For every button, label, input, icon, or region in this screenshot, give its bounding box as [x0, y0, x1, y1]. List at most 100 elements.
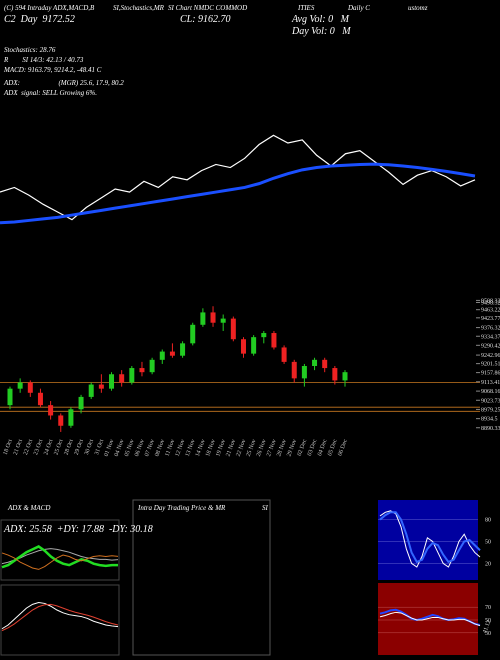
date-label: 04 Dec: [317, 438, 329, 456]
candle-body: [291, 361, 297, 379]
date-label: 04 Nov: [114, 439, 126, 458]
date-label: 14 Nov: [195, 439, 207, 458]
stat-text: ADX signal: SELL Growing 6%.: [3, 89, 97, 97]
candle-body: [220, 318, 226, 323]
date-label: 25 Nov: [246, 439, 258, 458]
stoch-tick: 50: [485, 540, 491, 546]
candle-body: [119, 374, 125, 383]
candle-body: [98, 384, 104, 389]
price-label: 9242.96: [481, 353, 500, 359]
date-label: 05 Dec: [327, 438, 339, 456]
date-label: 23 Oct: [33, 438, 44, 456]
rsi-tick: 30: [485, 631, 491, 637]
candle-body: [27, 382, 33, 393]
candle-body: [37, 392, 43, 406]
price-label: 9068.16: [481, 389, 500, 395]
price-label: 8979.25: [481, 407, 500, 413]
adx-text: ADX: 25.58 +DY: 17.88 -DY: 30.18: [3, 524, 153, 535]
header-text: (C) 594 Intraday ADX,MACD,B: [4, 4, 95, 12]
price-label: 9423.77: [481, 316, 500, 322]
date-label: 06 Nov: [134, 439, 146, 458]
stoch-tick: 80: [485, 518, 491, 524]
candle-body: [17, 382, 23, 389]
header-text: SI Chart NMDC COMMOD: [168, 4, 247, 12]
date-label: 01 Nov: [104, 439, 116, 458]
macd-line: [1, 601, 119, 630]
intra-panel: [132, 499, 271, 656]
date-label: 11 Nov: [165, 439, 177, 458]
volume-text: Day Vol: 0 M: [291, 26, 351, 37]
candle-body: [190, 324, 196, 344]
candle-body: [169, 351, 175, 356]
candle-body: [342, 372, 348, 381]
candle-body: [251, 337, 257, 354]
stoch-k-line: [379, 510, 481, 568]
candle-body: [68, 409, 74, 426]
stat-text: ADX: (MGR) 25.6, 17.9, 80.2: [3, 79, 124, 87]
date-label: 13 Nov: [185, 439, 197, 458]
date-label: 26 Nov: [256, 439, 268, 458]
price-label: 9113.41: [481, 380, 500, 386]
header-text: SI,Stochastics,MR: [113, 4, 165, 12]
date-label: 30 Oct: [84, 438, 95, 456]
adx-panel: [0, 519, 120, 581]
date-label: 19 Nov: [215, 439, 227, 458]
minus-di-line: [1, 552, 119, 570]
rsi-tick: 70: [485, 605, 491, 611]
stoch-d-line: [379, 511, 481, 564]
macd-panel: [0, 584, 120, 656]
quote-text: CL: 9162.70: [180, 14, 231, 25]
price-label: 9157.86: [481, 371, 500, 377]
price-label: 9290.42: [481, 343, 500, 349]
date-label: 07 Nov: [144, 439, 156, 458]
date-label: 06 Dec: [337, 438, 349, 456]
date-label: 18 Nov: [205, 439, 217, 458]
panel-title: Intra Day Trading Price & MR: [137, 504, 226, 512]
date-label: 25 Oct: [53, 438, 64, 456]
date-label: 21 Nov: [225, 439, 237, 458]
rsi-blue-line: [379, 608, 481, 627]
candle-body: [312, 359, 318, 366]
price-label: 9463.22: [481, 308, 500, 314]
candle-body: [180, 343, 186, 356]
candle-body: [261, 333, 267, 338]
candle-body: [210, 312, 216, 323]
price-label: 9498.32: [481, 300, 500, 306]
date-label: 03 Dec: [307, 438, 319, 456]
candle-body: [129, 368, 135, 383]
candle-body: [332, 368, 338, 381]
stat-text: MACD: 9163.79, 9214.2, -48.41 C: [3, 66, 102, 74]
signal-line: [1, 603, 119, 632]
header-text: ustomz: [408, 4, 428, 12]
candle-body: [78, 396, 84, 410]
candle-body: [149, 359, 155, 373]
price-label: 9376.32: [481, 326, 500, 332]
stoch-tick: 20: [485, 561, 491, 567]
candle-body: [7, 388, 13, 406]
adx-line: [1, 548, 119, 565]
price-label: 9201.51: [481, 362, 500, 368]
date-label: 02 Dec: [297, 438, 309, 456]
date-label: 08 Nov: [154, 439, 166, 458]
date-label: 21 Oct: [13, 438, 24, 456]
stat-text: R SI 14/3: 42.13 / 40.73: [3, 56, 84, 64]
header-text: Daily C: [347, 4, 370, 12]
date-label: 22 Oct: [23, 438, 34, 456]
date-label: 28 Oct: [64, 438, 75, 456]
plus-di-line: [1, 545, 119, 569]
stat-text: Stochastics: 28.76: [4, 46, 56, 54]
candle-body: [139, 368, 145, 373]
date-label: 24 Oct: [43, 438, 54, 456]
volume-text: Avg Vol: 0 M: [291, 14, 350, 25]
date-label: 18 Oct: [3, 438, 14, 456]
candle-body: [240, 339, 246, 354]
panel-title: SI: [262, 504, 269, 512]
candle-body: [58, 415, 64, 426]
rsi-value-label: 41.12: [482, 620, 492, 635]
date-label: 29 Oct: [74, 438, 85, 456]
price-label: 9508.32: [481, 298, 500, 304]
date-label: 31 Oct: [94, 438, 105, 456]
candle-body: [230, 318, 236, 340]
price-label: 9334.37: [481, 334, 500, 340]
